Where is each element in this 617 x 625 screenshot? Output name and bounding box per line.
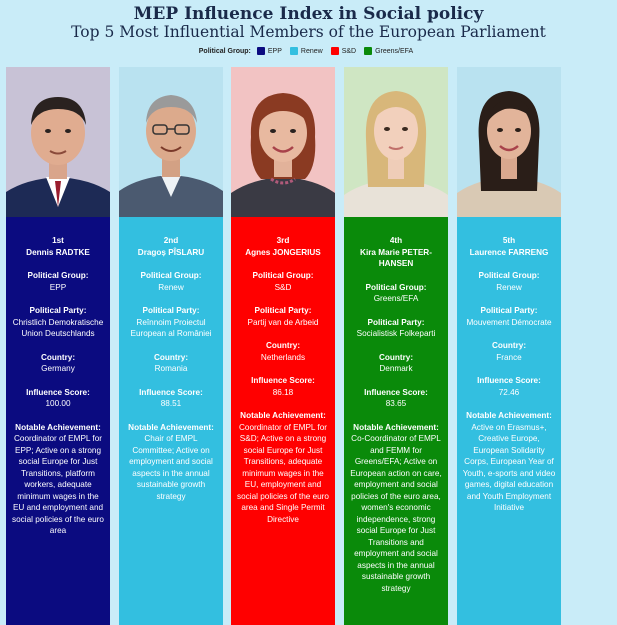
mep-rank: 2nd bbox=[163, 236, 179, 245]
influence-score-value: 100.00 bbox=[45, 399, 71, 408]
mep-photo-3 bbox=[231, 67, 335, 217]
political-party-label: Political Party: bbox=[480, 306, 538, 315]
portrait-woman-icon bbox=[344, 91, 448, 217]
mep-name: Dragoș PÎSLARU bbox=[137, 247, 205, 257]
country-label: Country: bbox=[40, 352, 76, 362]
portrait-man-icon bbox=[6, 97, 110, 217]
political-group-value: Renew bbox=[496, 282, 522, 292]
page-subtitle: Top 5 Most Influential Members of the Eu… bbox=[71, 23, 546, 41]
influence-score-value: 72.46 bbox=[498, 387, 520, 397]
country-value: Netherlands bbox=[260, 352, 306, 362]
achievement-value: Co-Coordinator of EMPL and FEMM for Gree… bbox=[350, 434, 442, 593]
legend-label-epp: EPP bbox=[267, 47, 282, 55]
mep-card-2: 2nd Dragoș PÎSLARU Political Group: Rene… bbox=[119, 67, 223, 625]
mep-rank: 1st bbox=[52, 236, 64, 245]
country-label: Country: bbox=[491, 341, 527, 350]
political-group-value: EPP bbox=[49, 282, 67, 292]
legend-label-renew: Renew bbox=[300, 47, 323, 55]
political-group-label: Political Group: bbox=[27, 271, 89, 280]
mep-name: Dennis RADTKE bbox=[26, 247, 90, 257]
political-group-value: Greens/EFA bbox=[373, 294, 419, 303]
country-label: Country: bbox=[265, 341, 301, 350]
political-party-value: Partij van de Arbeid bbox=[247, 317, 319, 327]
mep-name: Laurence FARRENG bbox=[469, 247, 549, 257]
political-group-value: Renew bbox=[158, 282, 184, 292]
mep-card-5: 5th Laurence FARRENG Political Group: Re… bbox=[457, 67, 561, 625]
political-party-label: Political Party: bbox=[29, 306, 87, 315]
portrait-woman-icon bbox=[231, 93, 335, 217]
political-group-label: Political Group: bbox=[252, 271, 314, 280]
political-party-label: Political Party: bbox=[367, 317, 425, 327]
influence-score-label: Influence Score: bbox=[139, 387, 203, 397]
mep-rank: 3rd bbox=[276, 236, 290, 245]
achievement-value: Active on Erasmus+, Creative Europe, Eur… bbox=[462, 422, 556, 513]
influence-score-value: 88.51 bbox=[160, 399, 182, 408]
influence-score-label: Influence Score: bbox=[251, 376, 315, 385]
legend-title: Political Group: bbox=[198, 47, 251, 55]
political-group-value: S&D bbox=[274, 282, 292, 292]
achievement-label: Notable Achievement: bbox=[353, 422, 439, 432]
achievement-label: Notable Achievement: bbox=[128, 422, 214, 432]
political-group-label: Political Group: bbox=[365, 282, 427, 292]
country-value: France bbox=[496, 352, 522, 362]
political-group-label: Political Group: bbox=[140, 271, 202, 280]
legend-swatch-sd bbox=[330, 47, 339, 55]
mep-rank: 5th bbox=[502, 236, 516, 245]
legend-label-greens: Greens/EFA bbox=[375, 47, 414, 55]
mep-photo-4 bbox=[344, 67, 448, 217]
mep-photo-2 bbox=[119, 67, 223, 217]
legend: Political Group: EPP Renew S&D Greens/EF… bbox=[0, 47, 617, 55]
country-label: Country: bbox=[378, 352, 414, 362]
country-value: Romania bbox=[154, 364, 188, 373]
influence-score-label: Influence Score: bbox=[364, 387, 428, 397]
country-value: Germany bbox=[41, 364, 75, 373]
portrait-woman-icon bbox=[457, 91, 561, 217]
achievement-value: Coordinator of EMPL for EPP; Active on a… bbox=[12, 434, 104, 535]
mep-card-1: 1st Dennis RADTKE Political Group: EPP P… bbox=[6, 67, 110, 625]
influence-score-value: 86.18 bbox=[272, 387, 294, 397]
country-value: Denmark bbox=[379, 364, 413, 373]
achievement-value: Coordinator of EMPL for S&D; Active on a… bbox=[237, 422, 329, 524]
mep-photo-1 bbox=[6, 67, 110, 217]
political-party-label: Political Party: bbox=[142, 306, 200, 315]
political-party-value: Christlich Demokratische Union Deutschla… bbox=[12, 317, 104, 339]
political-party-value: Socialistisk Folkeparti bbox=[356, 329, 436, 338]
political-party-value: Reînnoim Proiectul European al României bbox=[130, 317, 212, 339]
political-party-label: Political Party: bbox=[254, 306, 312, 315]
mep-card-4: 4th Kira Marie PETER-HANSEN Political Gr… bbox=[344, 67, 448, 625]
achievement-value: Chair of EMPL Committee; Active on emplo… bbox=[129, 434, 213, 501]
portrait-man-icon bbox=[119, 95, 223, 217]
mep-card-3: 3rd Agnes JONGERIUS Political Group: S&D… bbox=[231, 67, 335, 625]
page-title: MEP Influence Index in Social policy bbox=[133, 4, 484, 24]
achievement-label: Notable Achievement: bbox=[466, 411, 552, 420]
mep-name: Kira Marie PETER-HANSEN bbox=[360, 247, 432, 269]
political-party-value: Mouvement Démocrate bbox=[466, 317, 552, 327]
influence-score-value: 83.65 bbox=[385, 399, 407, 408]
political-group-label: Political Group: bbox=[478, 271, 540, 280]
influence-score-label: Influence Score: bbox=[477, 376, 541, 385]
mep-name: Agnes JONGERIUS bbox=[245, 247, 321, 257]
achievement-label: Notable Achievement: bbox=[15, 422, 101, 432]
legend-label-sd: S&D bbox=[341, 47, 357, 55]
mep-rank: 4th bbox=[389, 236, 403, 245]
influence-score-label: Influence Score: bbox=[26, 387, 90, 397]
legend-swatch-greens bbox=[364, 47, 373, 55]
country-label: Country: bbox=[153, 352, 189, 362]
legend-swatch-renew bbox=[289, 47, 298, 55]
mep-photo-5 bbox=[457, 67, 561, 217]
achievement-label: Notable Achievement: bbox=[240, 411, 326, 420]
legend-swatch-epp bbox=[256, 47, 265, 55]
